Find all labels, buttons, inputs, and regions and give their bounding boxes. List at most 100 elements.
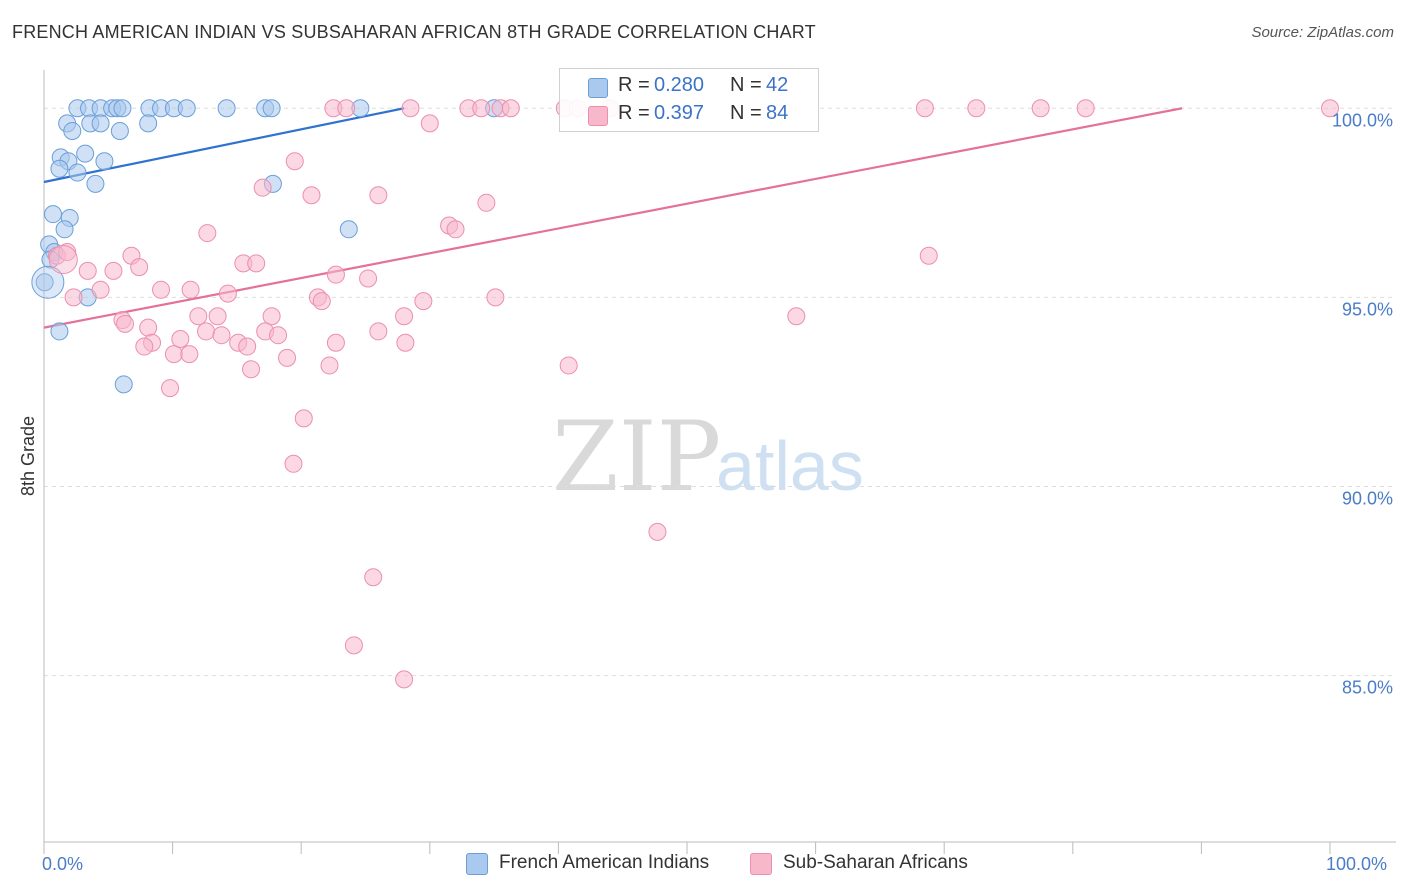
french-american-indian-point [95,152,114,171]
sub-saharan-african-point [1076,99,1095,118]
sub-saharan-african-point [337,99,356,118]
legend-swatch-pink [588,106,608,126]
watermark-zip: ZIP [552,401,721,513]
sub-saharan-african-point [253,178,272,197]
legend-swatch-pink [750,853,772,875]
y-tick-label: 95.0% [1342,299,1393,319]
french-american-indian-point [339,220,358,239]
legend-label: French American Indians [499,852,710,873]
sub-saharan-african-point [294,409,313,428]
sub-saharan-african-point [284,454,303,473]
sub-saharan-african-point [64,288,83,307]
legend-r-value: 0.397 [654,102,705,124]
sub-saharan-african-point [559,356,578,375]
sub-saharan-african-point [238,337,257,356]
french-american-indian-point [35,273,54,292]
sub-saharan-african-point [312,292,331,311]
legend-row-pink: R = 0.397 N = 84 [560,100,818,128]
sub-saharan-african-point [130,258,149,277]
source-label: Source: ZipAtlas.com [1251,24,1394,41]
french-american-indian-point [91,114,110,133]
sub-saharan-african-point [1031,99,1050,118]
sub-saharan-african-point [302,186,321,205]
french-american-indian-point [76,144,95,163]
sub-saharan-african-point [395,670,414,689]
legend-r-label: R = [618,102,650,124]
stats-legend: R = 0.280 N = 42 R = 0.397 N = 84 [559,68,819,132]
french-american-indian-point [68,163,87,182]
legend-r-value: 0.280 [654,74,705,96]
french-american-indian-point [31,265,65,299]
french-american-indian-point [110,121,129,140]
french-american-indian-point [114,375,133,394]
french-american-indian-point [262,99,281,118]
legend-label: Sub-Saharan Africans [783,852,968,873]
legend-n-label: N = [730,102,762,124]
sub-saharan-african-point [320,356,339,375]
french-american-indian-point [217,99,236,118]
sub-saharan-african-point [369,186,388,205]
sub-saharan-african-point [326,333,345,352]
sub-saharan-african-point [787,307,806,326]
sub-saharan-african-point [181,280,200,299]
legend-swatch-blue [588,78,608,98]
sub-saharan-african-point [242,360,261,379]
sub-saharan-african-point [401,99,420,118]
sub-saharan-african-point [135,337,154,356]
sub-saharan-african-point [269,326,288,345]
french-american-indian-point [50,159,69,178]
sub-saharan-african-point [139,318,158,337]
sub-saharan-african-point [262,307,281,326]
french-american-indian-point [44,205,63,224]
sub-saharan-african-point [967,99,986,118]
watermark-atlas: atlas [716,427,864,505]
legend-n-value: 84 [766,102,789,124]
sub-saharan-african-point [278,348,297,367]
trend-lines [43,107,1183,329]
sub-saharan-african-point [1321,99,1339,118]
sub-saharan-african-point [208,307,227,326]
sub-saharan-african-point [164,345,183,364]
sub-saharan-african-point [420,114,439,133]
sub-saharan-african-point [189,307,208,326]
sub-saharan-african-point [472,99,491,118]
sub-saharan-african-point [152,280,171,299]
sub-saharan-african-point [285,152,304,171]
sub-saharan-african-point [171,329,190,348]
french-american-indian-point [177,99,196,118]
french-american-indian-point [86,174,105,193]
sub-saharan-african-point [359,269,378,288]
legend-row-blue: R = 0.280 N = 42 [560,72,818,100]
axes [43,70,1396,854]
sub-saharan-african-point [247,254,266,273]
sub-saharan-african-point [414,292,433,311]
sub-saharan-african-point [197,322,216,341]
sub-saharan-african-point [218,284,237,303]
legend-r-label: R = [618,74,650,96]
sub-saharan-african-point [212,326,231,345]
sub-saharan-african-point [104,261,123,280]
french-american-indian-point [55,220,74,239]
x-tick-label-min: 0.0% [42,854,83,874]
sub-saharan-african-trend-line [43,107,1183,329]
sub-saharan-african-point [48,245,78,275]
sub-saharan-african-point [648,522,667,541]
sub-saharan-african-point [486,288,505,307]
sub-saharan-african-point [91,280,110,299]
sub-saharan-african-point [326,265,345,284]
chart-title: FRENCH AMERICAN INDIAN VS SUBSAHARAN AFR… [12,22,816,42]
sub-saharan-african-point [78,261,97,280]
legend-swatch-blue [466,853,488,875]
grid-lines [44,107,1396,677]
y-tick-label: 85.0% [1342,678,1393,698]
y-tick-label: 100.0% [1332,110,1393,130]
sub-saharan-african-point [501,99,520,118]
french-american-indian-point [113,99,132,118]
sub-saharan-african-point [396,333,415,352]
sub-saharan-african-point [369,322,388,341]
legend-n-label: N = [730,74,762,96]
y-tick-label: 90.0% [1342,488,1393,508]
x-tick-label-max: 100.0% [1326,854,1387,874]
sub-saharan-african-point [180,345,199,364]
